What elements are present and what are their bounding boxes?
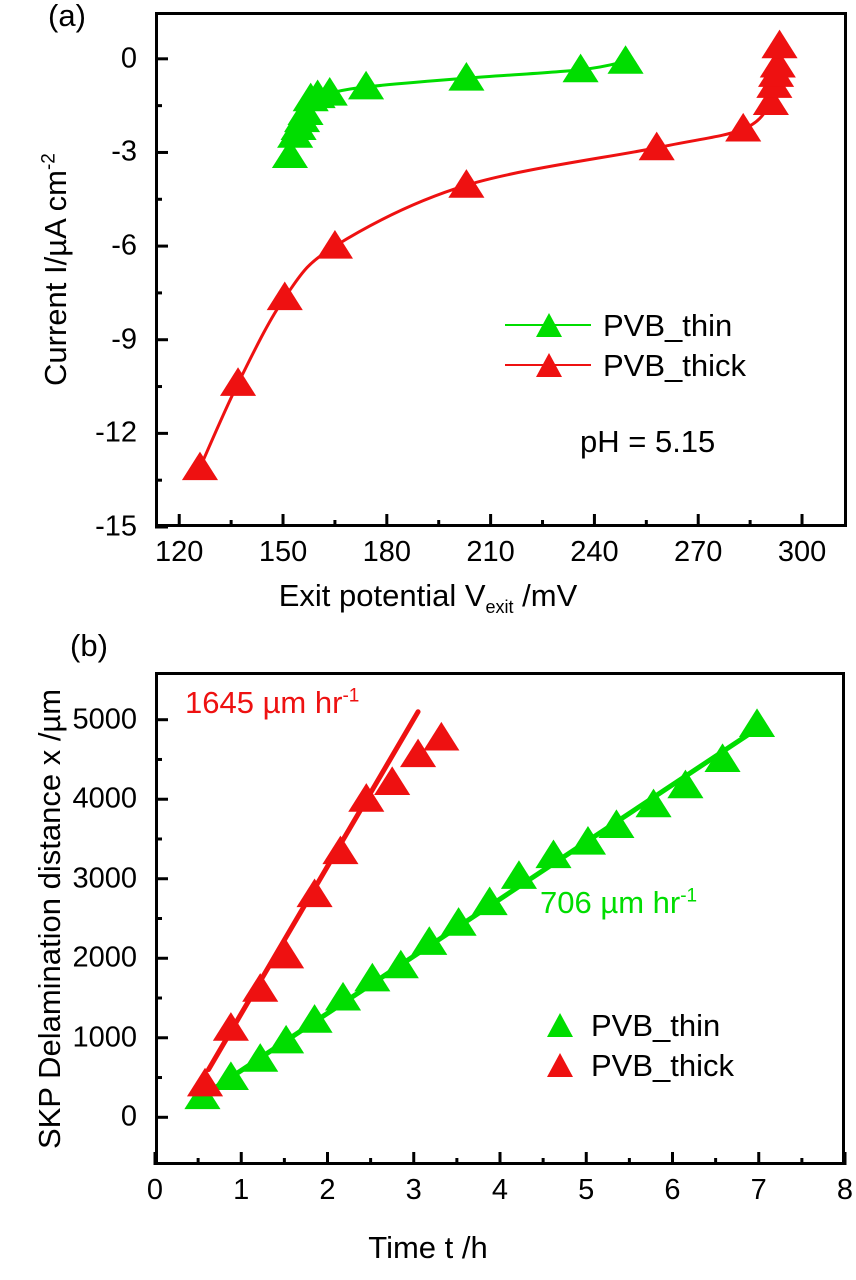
legend-item-pvb-thick-b[interactable]: PVB_thick [545, 1045, 734, 1085]
legend-label-pvb-thick: PVB_thick [603, 347, 747, 383]
y-tick-label: 5000 [72, 703, 137, 736]
panel-b-thin-rate-exponent: -1 [680, 885, 698, 907]
x-tick-label: 240 [570, 536, 619, 568]
y-tick-label: 1000 [72, 1021, 137, 1054]
legend-marker-pvb-thin [505, 312, 591, 338]
panel-b-thin-rate-annotation: 706 µm hr-1 [540, 885, 697, 921]
panel-a-x-axis-title: Exit potential Vexit /mV [0, 578, 856, 618]
x-tick-label: 270 [674, 536, 723, 568]
x-tick-label: 180 [362, 536, 412, 568]
y-tick-label: 3000 [72, 862, 137, 895]
panel-b-thick-rate-text: 1645 µm hr [185, 685, 343, 720]
legend-label-pvb-thick-b: PVB_thick [591, 1047, 735, 1083]
panel-a-ph-annotation: pH = 5.15 [580, 424, 716, 459]
y-tick-label: -3 [111, 135, 137, 168]
legend-item-pvb-thick[interactable]: PVB_thick [505, 345, 746, 385]
x-tick-label: 6 [664, 1174, 681, 1206]
panel-b-label: (b) [70, 628, 108, 663]
x-tick-label: 4 [491, 1174, 509, 1206]
y-tick-label: -15 [95, 510, 137, 543]
panel-a-label: (a) [48, 0, 86, 33]
legend-item-pvb-thin-b[interactable]: PVB_thin [545, 1005, 734, 1045]
x-tick-label: 5 [578, 1174, 595, 1206]
panel-b-legend: PVB_thin PVB_thick [545, 1005, 734, 1085]
panel-a: (a) Current I/µA cm-2 120 150 180 210 240 270… [0, 0, 856, 618]
panel-a-x-axis-title-tail: /mV [513, 578, 578, 613]
panel-a-x-axis-title-main: Exit potential V [278, 578, 486, 613]
legend-label-pvb-thin: PVB_thin [603, 307, 733, 343]
panel-a-legend: PVB_thin PVB_thick [505, 305, 746, 385]
y-tick-label: 2000 [72, 941, 137, 974]
x-tick-label: 150 [258, 536, 308, 568]
y-tick-label: 0 [120, 1100, 137, 1133]
panel-b-plot-frame [155, 672, 845, 1165]
x-tick-label: 8 [836, 1174, 854, 1206]
legend-label-pvb-thin-b: PVB_thin [591, 1007, 721, 1043]
y-tick-label: 0 [120, 42, 137, 75]
panel-b-thin-rate-text: 706 µm hr [540, 885, 681, 920]
y-tick-label: -6 [111, 229, 137, 262]
x-tick-label: 2 [319, 1174, 336, 1206]
panel-a-x-axis-title-sub: exit [485, 597, 514, 618]
x-tick-label: 7 [750, 1174, 767, 1206]
panel-a-canvas [155, 29, 804, 529]
panel-b-thick-rate-exponent: -1 [342, 685, 360, 707]
panel-b-thick-rate-annotation: 1645 µm hr-1 [185, 685, 359, 721]
x-tick-label: 0 [146, 1174, 164, 1206]
x-tick-label: 300 [777, 536, 827, 568]
legend-marker-pvb-thick-b [545, 1052, 579, 1078]
y-tick-label: 4000 [72, 782, 137, 815]
legend-marker-pvb-thin-b [545, 1012, 579, 1038]
legend-marker-pvb-thick [505, 352, 591, 378]
y-tick-label: -9 [111, 323, 137, 356]
x-tick-label: 210 [466, 536, 515, 568]
panel-b-x-axis-title: Time t /h [368, 1230, 488, 1265]
panel-b-canvas [153, 708, 847, 1165]
x-tick-label: 1 [233, 1174, 250, 1206]
y-tick-label: -12 [95, 416, 137, 449]
x-tick-label: 120 [155, 536, 204, 568]
legend-item-pvb-thin[interactable]: PVB_thin [505, 305, 746, 345]
panel-a-plot-frame [155, 12, 847, 527]
x-tick-label: 3 [405, 1174, 422, 1206]
